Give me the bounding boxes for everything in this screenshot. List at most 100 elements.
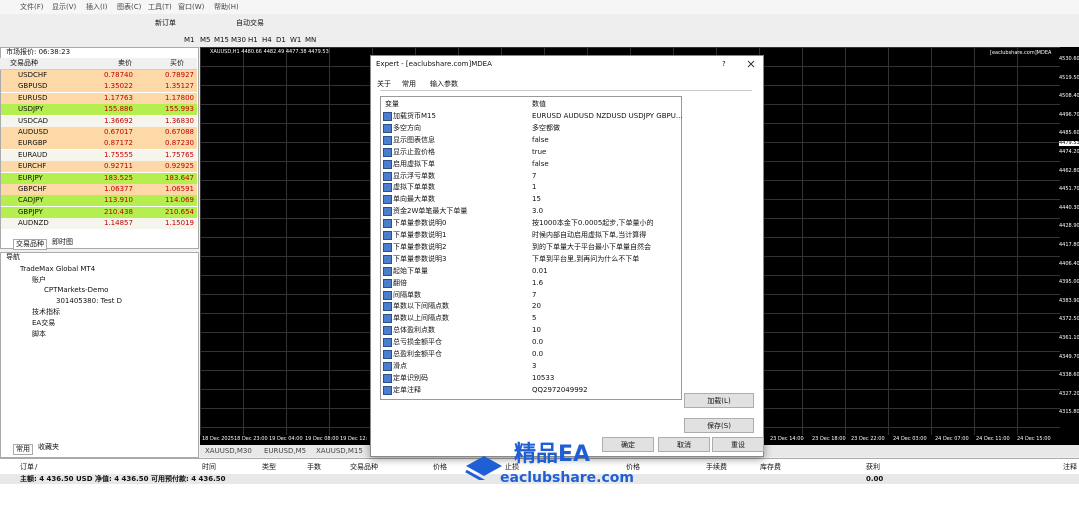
- param-name[interactable]: 加载货币M15: [393, 112, 436, 120]
- param-value[interactable]: false: [532, 159, 549, 168]
- chart-tab[interactable]: XAUUSD,M30: [205, 447, 252, 455]
- menu-item[interactable]: 显示(V): [52, 3, 77, 11]
- param-value[interactable]: false: [532, 135, 549, 144]
- param-name[interactable]: 显示图表信息: [393, 135, 435, 144]
- param-name[interactable]: 显示浮亏单数: [393, 171, 435, 180]
- panel-tab[interactable]: 交易品种: [13, 239, 47, 250]
- quote-row[interactable]: [1, 184, 197, 195]
- param-value[interactable]: 7: [532, 290, 537, 299]
- param-name[interactable]: 定单识别码: [393, 373, 428, 382]
- quote-row[interactable]: [1, 218, 197, 230]
- param-value[interactable]: 15: [532, 195, 541, 204]
- timeframe-button[interactable]: M15: [214, 36, 229, 44]
- quote-row[interactable]: [1, 81, 197, 93]
- new-order-button[interactable]: 新订单: [155, 19, 176, 27]
- chart-tab[interactable]: XAUUSD,M15: [316, 447, 363, 455]
- tree-item[interactable]: 技术指标: [32, 308, 60, 316]
- param-value[interactable]: 到的下单量大于平台最小下单量自然会: [532, 242, 651, 251]
- param-value[interactable]: 3.0: [532, 207, 544, 216]
- tree-item[interactable]: 301405380: Test D: [56, 297, 123, 305]
- param-name[interactable]: 虚拟下单单数: [393, 183, 435, 192]
- param-value[interactable]: 10: [532, 326, 541, 335]
- panel-tab[interactable]: 常用: [13, 444, 33, 455]
- auto-trading-button[interactable]: 自动交易: [236, 19, 264, 27]
- param-value[interactable]: 时候内部自动启用虚拟下单,当计算得: [532, 231, 647, 239]
- dialog-tab[interactable]: 输入参数: [430, 80, 458, 88]
- param-name[interactable]: 显示止盈价格: [393, 147, 435, 156]
- dialog-button[interactable]: 取消: [658, 437, 710, 452]
- quote-row[interactable]: [1, 172, 197, 184]
- quote-row[interactable]: [1, 161, 197, 173]
- param-value[interactable]: 10533: [532, 373, 555, 382]
- timeframe-button[interactable]: W1: [290, 36, 302, 44]
- dialog-button[interactable]: 重设: [712, 437, 764, 452]
- timeframe-button[interactable]: M1: [184, 36, 195, 44]
- tree-item[interactable]: 脚本: [32, 330, 46, 338]
- help-button[interactable]: ?: [722, 60, 726, 68]
- param-value[interactable]: 0.0: [532, 338, 544, 347]
- tree-item[interactable]: 账户: [32, 276, 46, 284]
- timeframe-button[interactable]: MN: [305, 36, 317, 44]
- param-name[interactable]: 滑点: [393, 361, 407, 370]
- timeframe-button[interactable]: M30: [231, 36, 246, 44]
- timeframe-button[interactable]: M5: [200, 36, 211, 44]
- param-name[interactable]: 总盈利金额平仓: [393, 350, 442, 358]
- param-name[interactable]: 多空方向: [393, 123, 421, 132]
- panel-tab[interactable]: 即时图: [52, 238, 73, 246]
- param-value[interactable]: 0.0: [532, 350, 544, 358]
- quote-row[interactable]: [1, 206, 197, 218]
- param-value[interactable]: 20: [532, 302, 541, 311]
- param-name[interactable]: 单向最大单数: [393, 195, 435, 204]
- quote-row[interactable]: [1, 104, 197, 116]
- timeframe-button[interactable]: D1: [276, 36, 286, 44]
- timeframe-button[interactable]: H4: [262, 36, 272, 44]
- menu-item[interactable]: 图表(C): [117, 3, 142, 11]
- tree-item[interactable]: CPTMarkets-Demo: [44, 286, 109, 294]
- param-name[interactable]: 下单量参数说明0: [393, 219, 447, 228]
- menu-item[interactable]: 插入(I): [86, 3, 108, 11]
- param-name[interactable]: 起始下单量: [393, 266, 428, 275]
- param-name[interactable]: 间隔单数: [393, 290, 421, 299]
- param-name[interactable]: 下单量参数说明2: [393, 242, 447, 251]
- param-value[interactable]: EURUSD AUDUSD NZDUSD USDJPY GBPU...: [532, 112, 683, 120]
- timeframe-button[interactable]: H1: [248, 36, 258, 44]
- param-value[interactable]: true: [532, 147, 547, 156]
- param-value[interactable]: 1: [532, 183, 537, 192]
- param-name[interactable]: 单数以上间隔点数: [393, 314, 449, 323]
- panel-tab[interactable]: 收藏夹: [38, 443, 59, 451]
- menu-item[interactable]: 文件(F): [20, 3, 44, 11]
- dialog-button[interactable]: 保存(S): [684, 418, 754, 433]
- param-name[interactable]: 单数以下间隔点数: [393, 302, 449, 311]
- tree-item[interactable]: TradeMax Global MT4: [20, 265, 96, 273]
- dialog-tab[interactable]: 关于: [377, 80, 391, 88]
- param-name[interactable]: 下单量参数说明3: [393, 254, 447, 263]
- param-value[interactable]: 下单到平台里,到再问为什么不下单: [532, 254, 640, 263]
- quote-row[interactable]: [1, 115, 197, 127]
- menu-item[interactable]: 窗口(W): [178, 3, 205, 11]
- param-value[interactable]: 多空都做: [532, 123, 560, 132]
- dialog-button[interactable]: 确定: [602, 437, 654, 452]
- quote-row[interactable]: [1, 195, 197, 207]
- param-name[interactable]: 总体盈利点数: [393, 326, 435, 335]
- param-name[interactable]: 资金2W单笔最大下单量: [393, 207, 468, 216]
- param-value[interactable]: 按1000本金下0.0005起步,下单量小的: [532, 219, 654, 228]
- quote-row[interactable]: [1, 127, 197, 138]
- param-value[interactable]: 7: [532, 171, 537, 180]
- tree-item[interactable]: EA交易: [32, 319, 56, 327]
- quote-row[interactable]: [1, 138, 197, 150]
- quote-row[interactable]: [1, 70, 197, 81]
- chart-tab[interactable]: EURUSD,M5: [264, 447, 307, 455]
- param-name[interactable]: 总亏损金额平仓: [393, 338, 442, 347]
- param-name[interactable]: 下单量参数说明1: [393, 231, 447, 239]
- param-value[interactable]: 3: [532, 361, 537, 370]
- quote-row[interactable]: [1, 149, 197, 161]
- param-name[interactable]: 翻倍: [393, 278, 407, 287]
- param-value[interactable]: 5: [532, 314, 537, 323]
- param-value[interactable]: 1.6: [532, 278, 544, 287]
- param-name[interactable]: 定单注释: [393, 385, 421, 394]
- param-value[interactable]: QQ2972049992: [532, 385, 588, 394]
- dialog-tab[interactable]: 常用: [402, 80, 416, 88]
- dialog-button[interactable]: 加载(L): [684, 393, 754, 408]
- param-value[interactable]: 0.01: [532, 266, 548, 275]
- close-button[interactable]: [746, 59, 756, 69]
